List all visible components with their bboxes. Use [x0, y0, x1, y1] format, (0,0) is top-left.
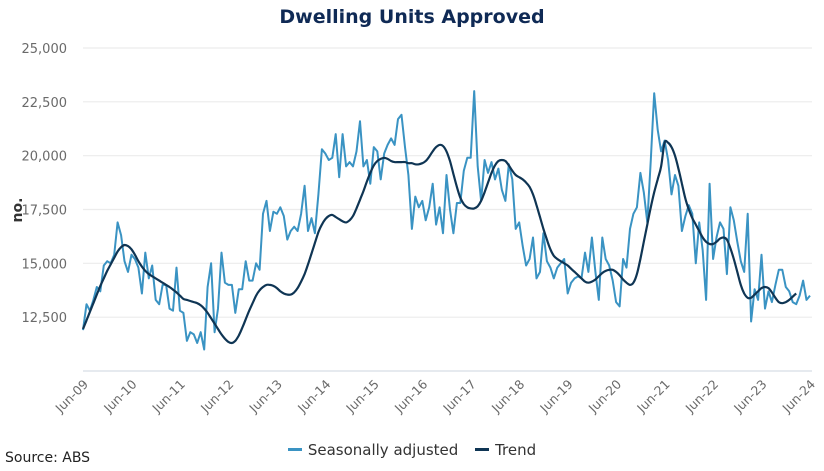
legend-swatch-seasonally-adjusted	[287, 448, 302, 451]
series-line-seasonally-adjusted	[82, 90, 811, 351]
x-tick-label: Jun-13	[245, 377, 285, 417]
gridlines	[83, 47, 812, 372]
x-tick-label: Jun-16	[391, 376, 431, 416]
y-tick-label: 20,000	[22, 150, 68, 165]
y-tick-label: 12,500	[22, 311, 68, 326]
x-tick-label: Jun-21	[633, 377, 673, 417]
y-tick-label: 22,500	[22, 96, 68, 111]
x-tick-label: Jun-18	[488, 376, 528, 416]
legend-swatch-trend	[475, 448, 490, 451]
x-tick-label: Jun-17	[439, 377, 479, 417]
legend-label: Trend	[495, 440, 537, 459]
y-tick-label: 17,500	[22, 204, 68, 219]
x-tick-label: Jun-15	[342, 377, 382, 417]
x-tick-label: Jun-24	[779, 376, 819, 416]
x-tick-label: Jun-23	[730, 377, 770, 417]
chart-title: Dwelling Units Approved	[279, 6, 545, 28]
x-tick-label: Jun-19	[536, 376, 576, 416]
legend-label: Seasonally adjusted	[307, 440, 459, 459]
x-tick-label: Jun-10	[100, 376, 140, 416]
x-tick-label: Jun-14	[294, 376, 334, 416]
series-line-trend	[81, 139, 797, 345]
y-tick-label: 25,000	[22, 42, 68, 57]
x-tick-label: Jun-20	[585, 376, 625, 416]
source-note: Source: ABS	[5, 450, 91, 466]
y-axis-ticks: 12,500 15,000 17,500 20,000 22,500 25,000	[22, 42, 68, 326]
x-tick-label: Jun-11	[148, 377, 188, 417]
x-tick-label: Jun-12	[197, 377, 237, 417]
legend-item-seasonally-adjusted[interactable]: Seasonally adjusted	[287, 440, 459, 459]
legend-item-trend[interactable]: Trend	[475, 441, 536, 459]
series-layer	[81, 90, 811, 351]
x-tick-label: Jun-09	[52, 376, 92, 416]
y-axis-label: no.	[10, 198, 26, 223]
y-tick-label: 15,000	[22, 257, 68, 272]
x-tick-label: Jun-22	[682, 377, 722, 417]
x-axis-ticks: Jun-09 Jun-10 Jun-11 Jun-12 Jun-13 Jun-14 Jun-…	[52, 376, 819, 416]
legend: Seasonally adjusted Trend	[0, 437, 824, 459]
